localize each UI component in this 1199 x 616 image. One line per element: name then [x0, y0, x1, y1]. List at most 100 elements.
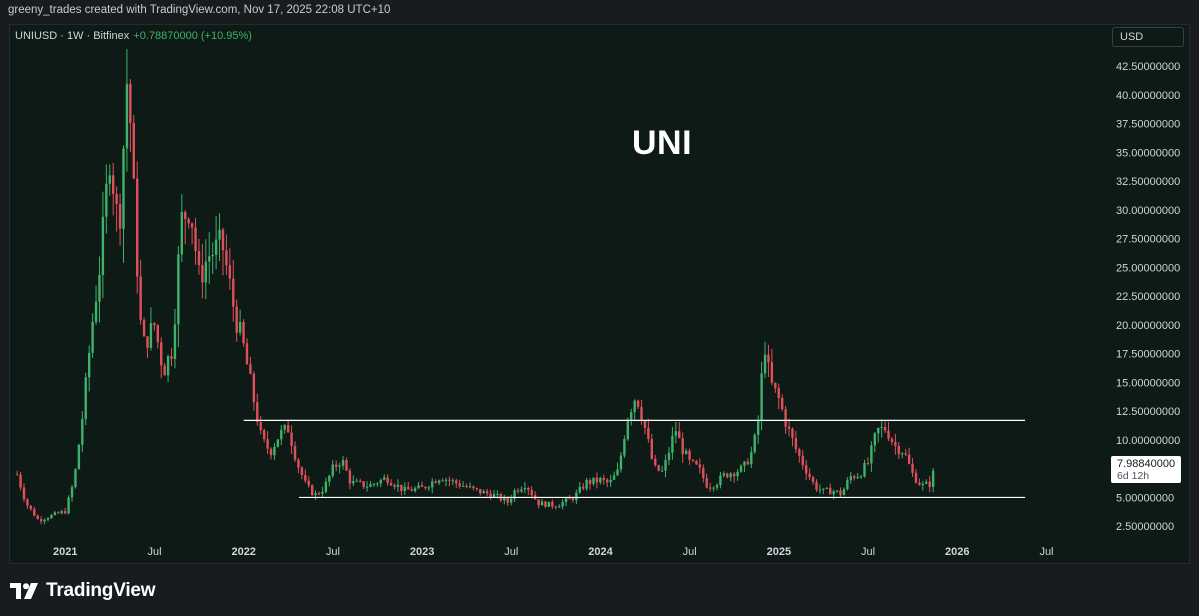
- candle-body: [407, 486, 410, 490]
- candle-body: [527, 488, 530, 490]
- candle-body: [245, 343, 249, 365]
- candle-body: [310, 485, 314, 496]
- candle-body: [712, 487, 715, 489]
- candle-body: [39, 519, 43, 522]
- candle-body: [304, 475, 307, 481]
- candle-body: [53, 512, 57, 515]
- candle-body: [537, 499, 540, 506]
- candle-body: [105, 183, 108, 217]
- chart-pane[interactable]: 42.50000000 40.00000000 37.50000000 35.0000…: [9, 24, 1190, 564]
- candle-body: [753, 434, 756, 453]
- candle-body: [894, 442, 897, 446]
- candle-body: [26, 499, 29, 506]
- candle-body: [139, 276, 142, 321]
- candle-body: [564, 498, 568, 503]
- tradingview-logo[interactable]: TradingView: [10, 579, 156, 603]
- candle-body: [163, 365, 166, 376]
- candle-body: [352, 480, 355, 484]
- candle-body: [290, 432, 293, 446]
- price-tick-label: 30.00000000: [1116, 205, 1180, 217]
- symbol-label: UNIUSD · 1W · Bitfinex: [15, 30, 130, 42]
- candle-body: [249, 364, 252, 374]
- candle-body: [599, 478, 602, 483]
- candle-body: [612, 475, 616, 480]
- candle-body: [15, 474, 19, 476]
- candle-body: [77, 444, 81, 470]
- candle-body: [877, 427, 880, 434]
- candle-body: [883, 426, 887, 431]
- candle-body: [822, 488, 825, 490]
- candle-body: [214, 239, 218, 255]
- candle-body: [201, 265, 204, 283]
- candle-body: [60, 511, 63, 514]
- candle-body: [297, 459, 300, 468]
- candle-body: [571, 498, 575, 501]
- symbol-legend[interactable]: UNIUSD · 1W · Bitfinex +0.78870000 (+10.9…: [15, 30, 252, 42]
- candle-body: [746, 461, 750, 465]
- candle-body: [67, 497, 70, 514]
- candle-body: [376, 483, 379, 485]
- candle-body: [87, 352, 91, 378]
- candle-body: [513, 490, 516, 499]
- time-tick-label: Jul: [1039, 546, 1053, 558]
- candle-body: [420, 485, 424, 487]
- candle-body: [269, 448, 273, 456]
- candle-body: [153, 323, 156, 326]
- candle-body: [218, 229, 221, 240]
- currency-button[interactable]: USD: [1112, 27, 1184, 47]
- candle-body: [33, 509, 36, 516]
- candle-body: [849, 476, 852, 481]
- candle-body: [410, 489, 413, 491]
- candle-body: [732, 473, 736, 477]
- candle-body: [729, 473, 732, 478]
- candle-body: [50, 514, 53, 519]
- candle-body: [458, 483, 461, 487]
- price-tick-label: 35.00000000: [1116, 147, 1180, 159]
- candle-body: [705, 477, 708, 488]
- candle-body: [461, 486, 465, 488]
- candle-body: [640, 406, 643, 421]
- candle-body: [437, 480, 441, 483]
- candle-body: [170, 356, 173, 359]
- time-tick-label: 2021: [53, 546, 77, 558]
- candle-body: [688, 450, 691, 460]
- candle-body: [136, 178, 139, 277]
- candle-body: [242, 321, 245, 344]
- candle-body: [204, 261, 208, 283]
- price-tick-label: 5.00000000: [1116, 492, 1174, 504]
- price-tick-label: 15.00000000: [1116, 377, 1180, 389]
- candle-body: [756, 419, 760, 435]
- candle-body: [334, 464, 338, 467]
- candle-body: [369, 484, 372, 487]
- candle-body: [774, 382, 777, 389]
- candle-body: [791, 428, 794, 438]
- candlestick-chart[interactable]: 42.50000000 40.00000000 37.50000000 35.0000…: [10, 25, 1191, 565]
- candle-body: [122, 148, 125, 229]
- chart-attribution: greeny_trades created with TradingView.c…: [8, 4, 391, 16]
- candle-body: [606, 479, 609, 483]
- candle-body: [643, 420, 647, 428]
- candle-body: [561, 502, 564, 507]
- candle-body: [177, 254, 180, 325]
- time-tick-label: Jul: [504, 546, 518, 558]
- candle-body: [907, 454, 911, 464]
- candle-body: [623, 439, 626, 456]
- candle-body: [22, 487, 26, 500]
- candle-body: [43, 519, 46, 522]
- candle-body: [616, 469, 619, 476]
- candle-body: [829, 487, 832, 495]
- candle-body: [767, 354, 770, 363]
- candle-body: [317, 493, 321, 495]
- candle-body: [578, 486, 581, 493]
- candle-body: [451, 480, 455, 482]
- candle-body: [853, 476, 856, 479]
- candle-body: [654, 458, 657, 466]
- candle-body: [492, 494, 496, 498]
- candle-body: [444, 479, 448, 482]
- candle-body: [873, 433, 877, 446]
- candle-body: [544, 501, 547, 507]
- candle-body: [328, 475, 331, 482]
- candle-body: [925, 481, 928, 484]
- time-tick-label: 2026: [945, 546, 969, 558]
- candle-body: [57, 512, 60, 514]
